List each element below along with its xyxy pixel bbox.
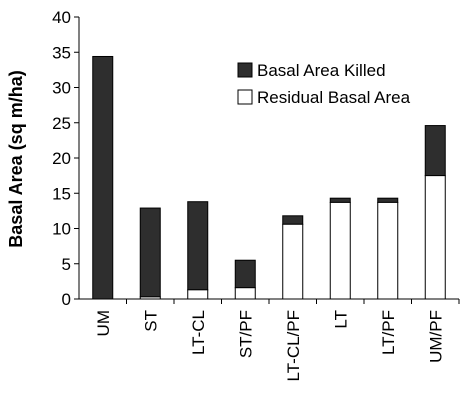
bar-residual-ST/PF xyxy=(234,287,256,300)
bar-killed-UM/PF xyxy=(424,125,446,177)
bar-killed-ST/PF xyxy=(234,259,256,289)
bar-killed-ST xyxy=(139,207,161,298)
x-tick-label: LT-CL xyxy=(189,310,208,355)
y-axis-title: Basal Area (sq m/ha) xyxy=(6,70,26,247)
x-tick-label: UM xyxy=(94,310,113,336)
x-tick-label: UM/PF xyxy=(426,310,445,363)
bar-killed-UM xyxy=(92,55,114,300)
bar-residual-ST xyxy=(139,296,161,300)
legend-label: Basal Area Killed xyxy=(257,61,386,80)
bar-residual-LT-CL/PF xyxy=(282,223,304,300)
bar-killed-LT xyxy=(329,197,351,203)
y-tick-label: 20 xyxy=(52,149,71,168)
bar-killed-LT-CL/PF xyxy=(282,215,304,225)
plot-area: 0 5 10 15 20 25 30 35 40 UM ST LT-CL ST/PF LT-CL/PF LT… xyxy=(52,8,460,381)
x-tick-label: ST xyxy=(141,310,160,332)
y-tick-label: 40 xyxy=(52,8,71,27)
legend-swatch-killed xyxy=(237,62,253,78)
x-tick-label: LT-CL/PF xyxy=(284,310,303,381)
bar-killed-LT-CL xyxy=(187,201,209,291)
bar-residual-LT/PF xyxy=(377,201,399,300)
y-tick-label: 0 xyxy=(62,290,71,309)
legend: Basal Area Killed Residual Basal Area xyxy=(237,61,411,107)
legend-swatch-residual xyxy=(237,89,253,105)
y-tick-label: 5 xyxy=(62,255,71,274)
y-tick-label: 25 xyxy=(52,114,71,133)
legend-label: Residual Basal Area xyxy=(257,88,411,107)
bar-residual-UM/PF xyxy=(424,175,446,300)
x-tick-label: ST/PF xyxy=(236,310,255,358)
x-tick-label: LT/PF xyxy=(379,310,398,355)
bar-residual-LT xyxy=(329,201,351,300)
y-tick-label: 10 xyxy=(52,220,71,239)
y-tick-label: 35 xyxy=(52,43,71,62)
x-tick-label: LT xyxy=(331,310,350,329)
y-tick-label: 30 xyxy=(52,79,71,98)
bar-killed-LT/PF xyxy=(377,197,399,203)
bar-residual-LT-CL xyxy=(187,289,209,300)
y-tick-label: 15 xyxy=(52,184,71,203)
